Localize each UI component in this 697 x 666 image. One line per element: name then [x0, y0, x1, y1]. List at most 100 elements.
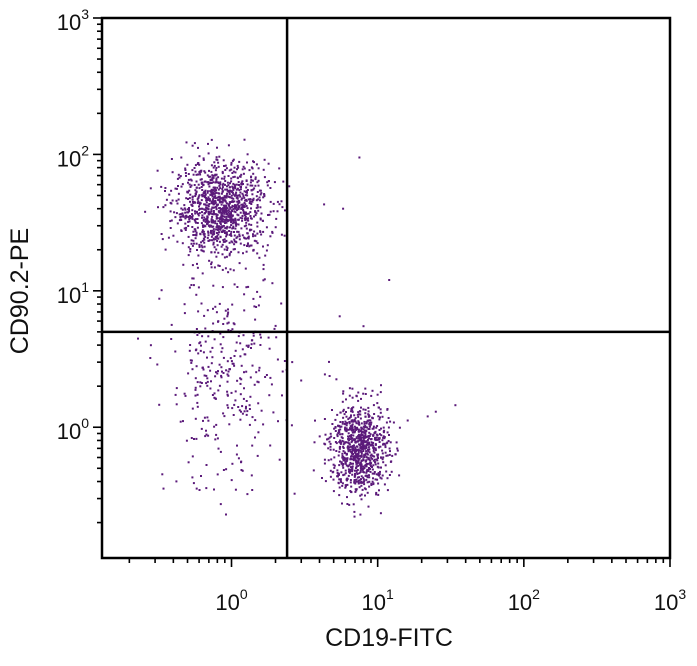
data-point: [232, 186, 234, 189]
data-point: [240, 207, 243, 210]
data-point: [200, 207, 203, 210]
data-point: [368, 428, 371, 430]
data-point: [221, 188, 224, 190]
data-point: [196, 218, 199, 220]
data-point: [351, 439, 354, 442]
data-point: [362, 467, 365, 470]
data-point: [236, 213, 239, 216]
data-point: [342, 447, 345, 449]
data-point: [276, 210, 279, 213]
data-point: [179, 175, 182, 178]
data-point: [233, 355, 236, 357]
data-point: [360, 484, 363, 487]
data-point: [188, 189, 191, 192]
data-point: [239, 185, 242, 188]
data-point: [257, 304, 260, 307]
data-point: [259, 344, 262, 346]
data-point: [257, 209, 260, 212]
data-point: [207, 183, 210, 186]
data-point: [376, 478, 379, 481]
data-point: [232, 197, 235, 200]
data-point: [212, 228, 215, 231]
data-point: [199, 178, 202, 181]
data-point: [364, 441, 367, 444]
data-point: [367, 428, 370, 430]
data-point: [333, 456, 336, 459]
data-point: [372, 477, 374, 480]
data-point: [192, 482, 195, 485]
data-point: [184, 167, 187, 170]
data-point: [211, 213, 214, 216]
data-point: [382, 443, 384, 446]
data-point: [188, 218, 191, 221]
data-point: [339, 411, 342, 414]
data-point: [358, 436, 361, 439]
data-point: [360, 432, 363, 435]
data-point: [351, 466, 354, 469]
data-point: [208, 185, 211, 188]
data-point: [376, 393, 379, 396]
data-point: [224, 232, 227, 234]
data-point: [258, 369, 261, 372]
data-point: [324, 433, 327, 436]
data-point: [274, 226, 277, 229]
data-point: [358, 472, 361, 475]
data-point: [342, 450, 345, 453]
data-point: [211, 215, 214, 218]
data-point: [191, 209, 194, 212]
data-point: [227, 370, 230, 373]
data-point: [206, 309, 209, 312]
data-point: [221, 230, 224, 233]
data-point: [222, 196, 225, 199]
data-point: [231, 215, 234, 218]
data-point: [269, 187, 272, 189]
data-point: [233, 364, 236, 367]
data-point: [350, 410, 353, 413]
data-point: [207, 419, 210, 422]
data-point: [182, 214, 185, 217]
data-point: [360, 463, 363, 466]
data-point: [263, 176, 266, 179]
data-point: [200, 169, 203, 172]
data-point: [205, 199, 208, 202]
data-point: [369, 467, 372, 470]
data-point: [193, 184, 196, 186]
data-point: [250, 347, 252, 349]
data-point: [226, 360, 229, 363]
data-point: [201, 211, 203, 214]
data-point: [189, 186, 192, 188]
data-point: [195, 186, 198, 189]
data-point: [365, 460, 367, 463]
data-point: [406, 419, 409, 422]
data-point: [196, 334, 199, 336]
data-point: [353, 439, 356, 441]
plot-frame: [100, 16, 672, 560]
data-point: [245, 286, 248, 289]
data-point: [171, 199, 174, 202]
data-point: [237, 406, 240, 408]
data-point: [209, 350, 212, 353]
data-point: [348, 470, 350, 473]
data-point: [356, 426, 359, 429]
data-point: [180, 207, 183, 210]
data-point: [372, 483, 375, 486]
data-point: [259, 193, 262, 196]
data-point: [227, 175, 230, 177]
data-point: [173, 211, 176, 214]
data-point: [372, 441, 375, 444]
data-point: [169, 201, 172, 204]
data-point: [239, 393, 242, 396]
data-point: [360, 454, 363, 457]
data-point: [214, 201, 217, 204]
data-point: [225, 468, 228, 471]
data-point: [225, 209, 228, 212]
data-point: [222, 209, 225, 212]
data-point: [380, 456, 382, 459]
data-point: [284, 209, 286, 212]
data-point: [330, 458, 333, 461]
data-point: [213, 192, 216, 195]
data-point: [396, 449, 399, 452]
data-point: [190, 242, 193, 245]
data-point: [221, 207, 224, 210]
data-point: [225, 231, 228, 234]
